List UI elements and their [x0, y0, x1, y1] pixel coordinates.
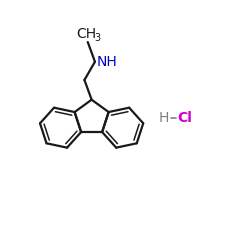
Text: Cl: Cl	[178, 110, 192, 124]
Text: H: H	[159, 110, 170, 124]
Text: CH: CH	[76, 27, 96, 41]
Text: NH: NH	[96, 55, 117, 69]
Text: 3: 3	[94, 32, 100, 42]
